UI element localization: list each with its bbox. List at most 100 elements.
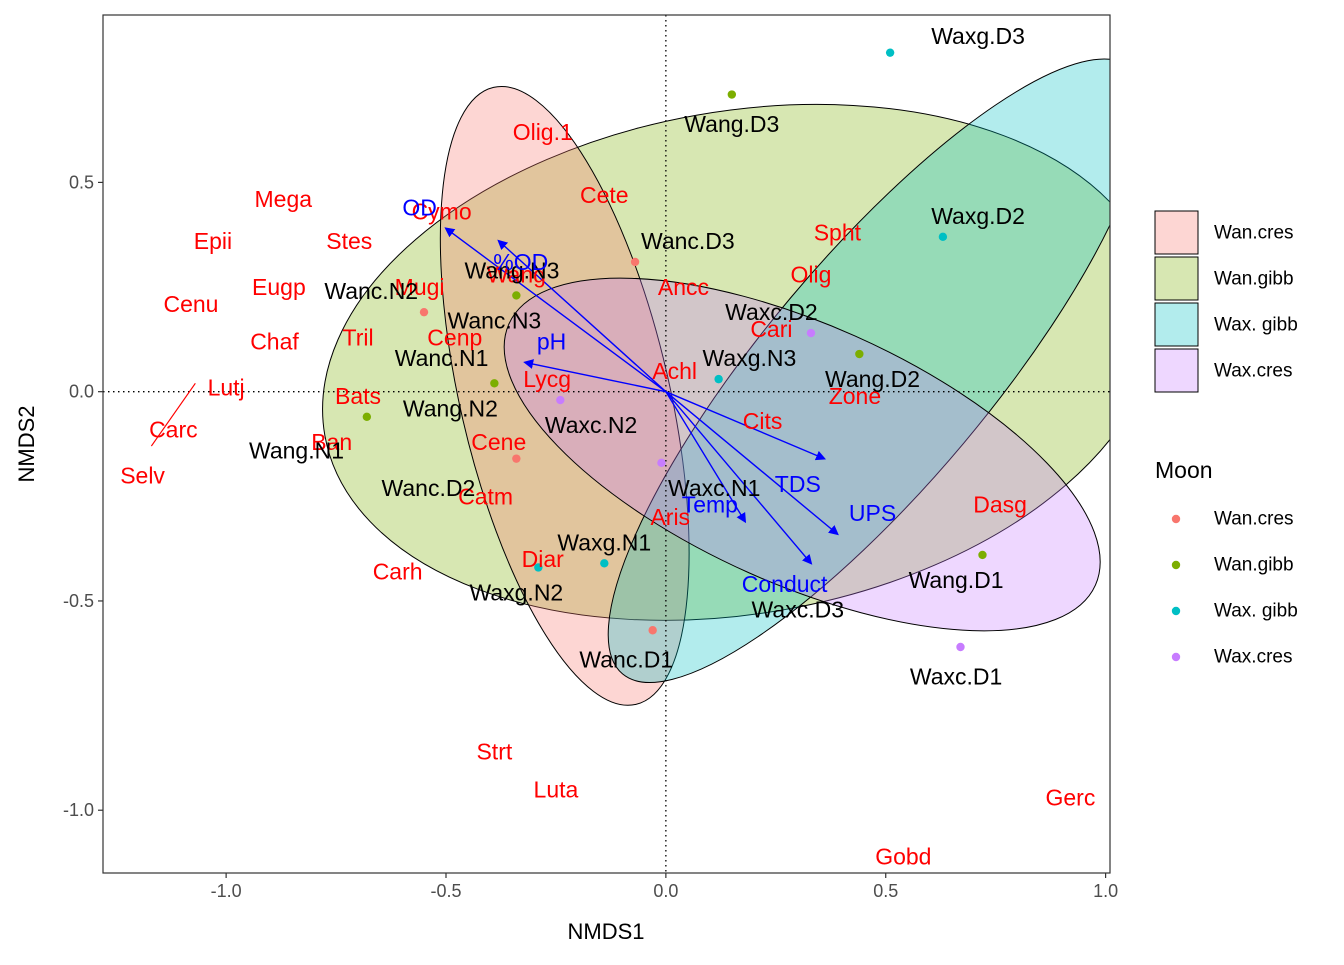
- site-point-wanc-d2: [512, 454, 521, 463]
- env-arrow-od: [444, 227, 667, 393]
- env-label-ph: pH: [537, 328, 566, 354]
- site-label-waxg-n2: Waxg.N2: [469, 580, 563, 606]
- site-label-wanc-d3: Wanc.D3: [641, 228, 735, 254]
- env-label-temp: Temp: [682, 492, 738, 518]
- site-point-waxc-d1: [956, 642, 965, 652]
- legend-fill-key-wan-gibb: [1154, 256, 1199, 301]
- species-label-eugp: Eugp: [252, 274, 306, 300]
- species-label-cenp: Cenp: [427, 324, 482, 350]
- site-point-wang-n2: [490, 379, 499, 388]
- species-label-aris: Aris: [650, 504, 690, 530]
- species-label-wang: Wang: [487, 261, 546, 287]
- species-label-cene: Cene: [471, 429, 526, 455]
- species-label-zone: Zone: [829, 383, 881, 409]
- species-label-diar: Diar: [522, 546, 565, 572]
- y-tick-label: 0.5: [69, 172, 94, 192]
- legend-fill-label-wan-cres: Wan.cres: [1214, 223, 1294, 244]
- x-tick-label: 1.0: [1093, 881, 1118, 901]
- species-label-lutj: Lutj: [208, 374, 245, 400]
- site-point-waxc-n2: [556, 395, 565, 405]
- ellipse-wax-cres: [503, 277, 1101, 632]
- x-tick-label: 0.0: [653, 881, 678, 901]
- species-label-cits: Cits: [743, 408, 783, 434]
- legend-fill-label-wax-gibb: Wax. gibb: [1214, 315, 1298, 336]
- site-label-wang-n1: Wang.N1: [249, 437, 344, 463]
- species-label-mugi: Mugi: [395, 274, 445, 300]
- site-point-wang-d3: [727, 90, 737, 99]
- env-arrow-temp: [665, 391, 747, 524]
- site-point-wang-n3: [512, 291, 521, 300]
- legend-point-title: Moon: [1155, 457, 1213, 483]
- env-label-conduct: Conduct: [742, 571, 828, 597]
- species-label-bats: Bats: [335, 383, 381, 409]
- site-label-waxc-d2: Waxc.D2: [725, 299, 817, 325]
- species-label-carh: Carh: [373, 559, 423, 585]
- species-label-spht: Spht: [814, 220, 862, 246]
- site-label-wang-d3: Wang.D3: [684, 111, 779, 137]
- site-label-waxg-n3: Waxg.N3: [703, 345, 797, 371]
- species-label-gerc: Gerc: [1046, 785, 1096, 811]
- legend-point-label-wax-gibb: Wax. gibb: [1214, 601, 1298, 622]
- env-arrow-tds: [665, 391, 827, 461]
- axes: -1.0 -0.5 0.0 0.5 1.0 -1.0 -0.5 0.0 0.5: [63, 172, 1118, 901]
- reference-lines: [103, 15, 1110, 873]
- species-label-cymo: Cymo: [412, 199, 472, 225]
- species-label-epii: Epii: [194, 228, 232, 254]
- site-label-wanc-n1: Wanc.N1: [395, 345, 489, 371]
- legend-fill-label-wan-gibb: Wan.gibb: [1214, 269, 1294, 290]
- site-point-wang-n1: [362, 412, 372, 421]
- site-point-waxg-d2: [938, 232, 948, 242]
- species-label-cenu: Cenu: [163, 291, 218, 317]
- env-label-od: %OD: [493, 249, 548, 275]
- env-label-tds: TDS: [775, 471, 821, 497]
- species-label-chaf: Chaf: [250, 328, 299, 354]
- site-label-waxg-d2: Waxg.D2: [931, 203, 1025, 229]
- site-label-waxg-n1: Waxg.N1: [557, 529, 651, 555]
- site-point-wang-d1: [978, 550, 987, 560]
- site-point-waxg-n2: [534, 563, 543, 572]
- site-label-wanc-d2: Wanc.D2: [382, 475, 476, 501]
- x-axis-title: NMDS1: [567, 919, 644, 944]
- site-point-waxc-d2: [806, 328, 816, 338]
- species-label-cete: Cete: [580, 182, 629, 208]
- species-label-ban: Ban: [311, 429, 352, 455]
- label-layer: Olig.1 Cete Mega Cymo Stes Epii Spht Wang Mugi Eu…: [120, 23, 1095, 869]
- species-label-mega: Mega: [255, 186, 313, 212]
- ellipse-wan-gibb: [322, 103, 1110, 621]
- env-label-od: OD: [402, 195, 437, 221]
- species-label-lycg: Lycg: [523, 366, 571, 392]
- env-arrow-ph: [523, 359, 667, 393]
- species-label-gobd: Gobd: [875, 843, 931, 869]
- legend: Wan.cres Wan.gibb Wax. gibb Wax.cres Moon Wan…: [1154, 210, 1298, 668]
- species-label-ancc: Ancc: [658, 274, 709, 300]
- site-label-wanc-n3: Wanc.N3: [447, 308, 541, 334]
- site-label-wanc-n2: Wanc.N2: [324, 278, 418, 304]
- legend-point-key-wan-gibb: [1171, 560, 1181, 570]
- site-label-waxc-n2: Waxc.N2: [545, 412, 637, 438]
- y-tick-label: -1.0: [63, 800, 94, 820]
- site-label-wang-n2: Wang.N2: [403, 395, 498, 421]
- env-arrow-conduct: [665, 391, 813, 565]
- species-label-achl: Achl: [652, 358, 697, 384]
- site-label-wang-d1: Wang.D1: [909, 567, 1004, 593]
- env-vector-layer: [150, 227, 839, 565]
- x-tick-label: -1.0: [211, 881, 242, 901]
- site-point-wanc-d1: [648, 626, 657, 635]
- legend-point-key-wax-gibb: [1171, 606, 1181, 616]
- legend-fill-key-wax-cres: [1154, 348, 1199, 393]
- env-arrow-od: [497, 239, 667, 393]
- species-label-cari: Cari: [750, 316, 792, 342]
- site-point-waxg-d3: [885, 48, 895, 57]
- legend-point-key-wan-cres: [1171, 514, 1181, 524]
- site-label-wang-d2: Wang.D2: [825, 366, 920, 392]
- env-label-ups: UPS: [849, 500, 896, 526]
- site-label-wanc-d1: Wanc.D1: [579, 647, 673, 673]
- species-label-strt: Strt: [476, 739, 512, 765]
- legend-fill-label-wax-cres: Wax.cres: [1214, 361, 1292, 382]
- plot-panel: [103, 15, 1110, 873]
- species-label-dasg: Dasg: [973, 492, 1027, 518]
- env-arrow-ups: [665, 391, 839, 536]
- site-point-wanc-d3: [630, 257, 640, 267]
